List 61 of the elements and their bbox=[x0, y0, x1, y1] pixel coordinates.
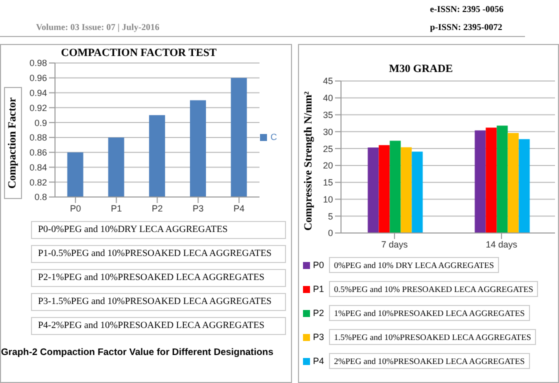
y-tick-label: 15 bbox=[322, 178, 333, 188]
chart-title: COMPACTION FACTOR TEST bbox=[61, 47, 217, 59]
x-tick-label: 14 days bbox=[486, 239, 518, 250]
y-tick-label: 0.9 bbox=[34, 118, 47, 128]
bar bbox=[486, 128, 497, 233]
text: 1.5%PEG and 10%PRESOAKED LECA AGGREGATES bbox=[329, 329, 536, 345]
bar bbox=[508, 133, 519, 233]
bar bbox=[378, 145, 390, 233]
x-tick-label: P2 bbox=[152, 203, 163, 214]
legend-label: P1 bbox=[313, 284, 326, 294]
y-axis-title: Compressive Strength N/mm² bbox=[303, 91, 316, 231]
x-tick-label: 7 days bbox=[381, 239, 408, 250]
bar bbox=[474, 130, 486, 233]
y-tick-label: 20 bbox=[322, 160, 333, 171]
text: P3-1.5%PEG and 10%PRESOAKED LECA AGGREGATES bbox=[31, 293, 286, 311]
y-tick-label: 45 bbox=[322, 76, 333, 86]
text: Graph-2 Compaction Factor Value for Different Designations bbox=[1, 347, 274, 358]
y-tick-label: 0.86 bbox=[29, 148, 47, 158]
x-tick-label: P3 bbox=[192, 203, 204, 214]
y-tick-label: 0.98 bbox=[29, 58, 47, 68]
text: P4-2%PEG and 10%PRESOAKED LECA AGGREGATES bbox=[31, 317, 286, 335]
text: 1%PEG and 10%PRESOAKED LECA AGGREGATES bbox=[329, 305, 530, 321]
x-tick-label: P4 bbox=[234, 203, 245, 214]
legend-label: P2 bbox=[313, 308, 326, 318]
bar bbox=[518, 139, 530, 233]
legend-label: C bbox=[270, 132, 277, 142]
y-tick-label: 0.82 bbox=[29, 177, 47, 188]
y-tick-label: 0.8 bbox=[34, 192, 47, 202]
text: 2%PEG and 10%PRESOAKED LECA AGGREGATES bbox=[329, 353, 530, 369]
y-tick-label: 25 bbox=[322, 144, 333, 154]
text: 0.5%PEG and 10% PRESOAKED LECA AGGREGATES bbox=[329, 281, 538, 297]
y-tick-label: 40 bbox=[322, 93, 333, 104]
legend-label: P0 bbox=[313, 260, 326, 270]
y-tick-label: 0.92 bbox=[29, 102, 47, 113]
y-tick-label: 0 bbox=[328, 228, 333, 238]
y-axis-title: Compaction Factor bbox=[7, 97, 19, 189]
y-tick-label: 5 bbox=[328, 211, 333, 222]
x-tick-label: P1 bbox=[110, 203, 122, 214]
text: Volume: 03 Issue: 07 | July-2016 bbox=[36, 22, 160, 32]
text: P0-0%PEG and 10%DRY LECA AGGREGATES bbox=[31, 221, 286, 239]
text: P1-0.5%PEG and 10%PRESOAKED LECA AGGREGATES bbox=[31, 245, 286, 263]
y-tick-label: 10 bbox=[322, 194, 333, 204]
bar bbox=[412, 152, 423, 233]
bar bbox=[390, 140, 401, 233]
y-tick-label: 0.96 bbox=[29, 73, 47, 84]
bar bbox=[400, 147, 412, 233]
y-tick-label: 0.94 bbox=[29, 88, 47, 98]
y-tick-label: 35 bbox=[322, 110, 333, 120]
legend-label: P3 bbox=[313, 332, 326, 342]
bar bbox=[496, 126, 508, 233]
y-tick-label: 30 bbox=[322, 126, 333, 137]
text: 0%PEG and 10% DRY LECA AGGREGATES bbox=[329, 257, 500, 273]
bar bbox=[368, 148, 379, 233]
x-tick-label: P0 bbox=[70, 203, 81, 214]
text: e-ISSN: 2395 -0056 bbox=[430, 4, 504, 14]
y-tick-label: 0.84 bbox=[29, 162, 47, 172]
chart-title: M30 GRADE bbox=[389, 63, 453, 75]
legend-label: P4 bbox=[313, 356, 326, 366]
text: P2-1%PEG and 10%PRESOAKED LECA AGGREGATES bbox=[31, 269, 286, 287]
y-tick-label: 0.88 bbox=[29, 132, 47, 143]
text: p-ISSN: 2395-0072 bbox=[430, 22, 502, 32]
